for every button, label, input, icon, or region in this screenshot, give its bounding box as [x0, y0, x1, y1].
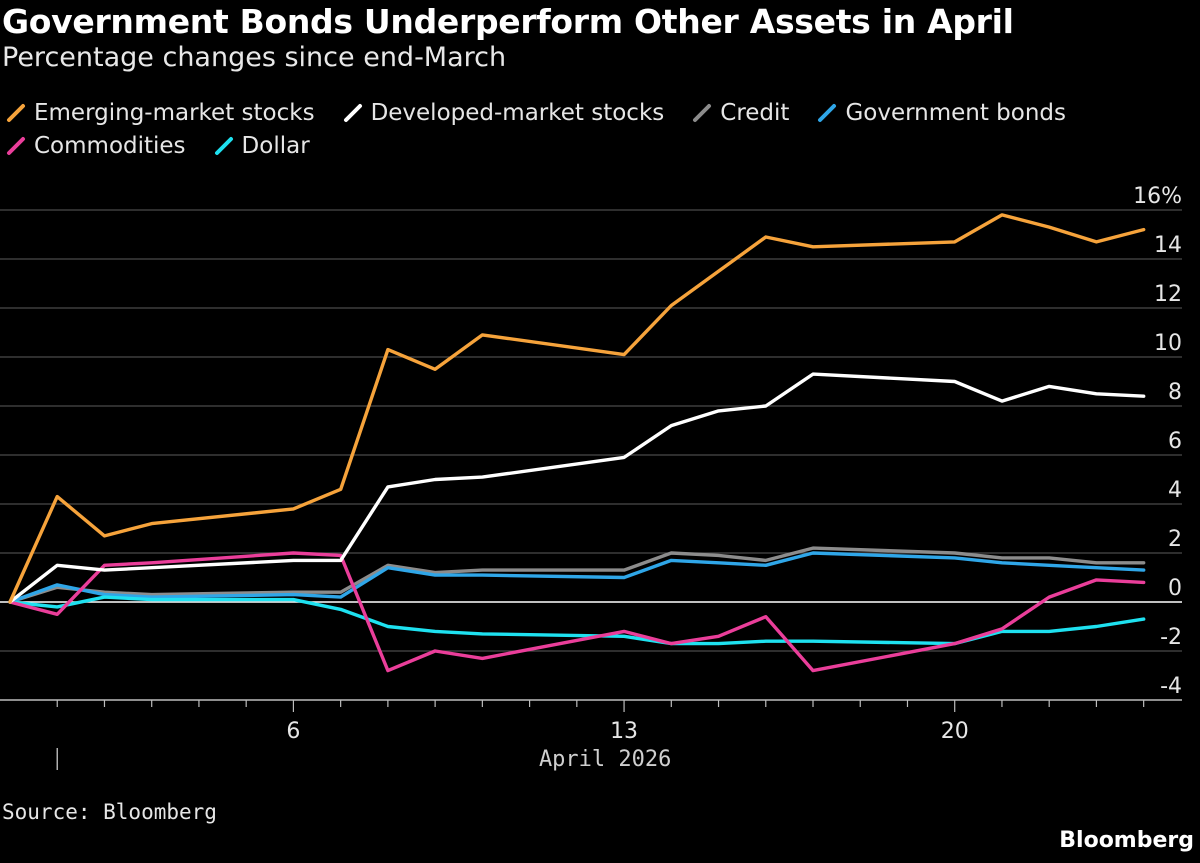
legend-label-developed-market-stocks: Developed-market stocks — [370, 99, 665, 126]
y-axis-labels: -4 -2 0 2 4 6 8 10 12 14 16% — [1133, 184, 1182, 699]
y-tick-label: 0 — [1168, 576, 1182, 601]
x-tick-label: 20 — [941, 719, 969, 744]
bloomberg-logo: Bloomberg — [1059, 828, 1194, 853]
line-chart: 6 13 20 -4 -2 0 2 4 6 8 10 12 14 16% April 2026 — [0, 184, 1182, 772]
legend-swatch-credit — [693, 103, 712, 122]
y-tick-label: 6 — [1168, 429, 1182, 454]
series-line-credit — [8, 546, 1146, 604]
legend-label-credit: Credit — [720, 99, 790, 126]
y-tick-label: 2 — [1168, 527, 1182, 552]
y-tick-label: 10 — [1154, 331, 1182, 356]
series-line-emerging-market-stocks — [8, 213, 1146, 604]
series-line-developed-market-stocks — [8, 372, 1146, 604]
legend-label-government-bonds: Government bonds — [845, 99, 1067, 126]
x-tick-label: 6 — [286, 719, 300, 744]
legend-swatch-government-bonds — [818, 103, 837, 122]
x-axis-title: April 2026 — [539, 747, 671, 772]
source-note: Source: Bloomberg — [2, 800, 217, 824]
legend-row-1: Emerging-market stocks Developed-market … — [6, 96, 1196, 129]
legend-swatch-dollar — [214, 136, 233, 155]
legend-label-commodities: Commodities — [34, 132, 186, 159]
legend-item-dollar: Dollar — [214, 133, 310, 159]
series-lines — [8, 213, 1146, 673]
chart-legend: Emerging-market stocks Developed-market … — [6, 96, 1196, 162]
legend-item-credit: Credit — [692, 100, 789, 126]
legend-label-emerging-market-stocks: Emerging-market stocks — [34, 99, 315, 126]
x-axis: 6 13 20 — [0, 699, 1182, 770]
series-line-commodities — [8, 551, 1146, 673]
x-tick-label: 13 — [610, 719, 638, 744]
legend-label-dollar: Dollar — [241, 132, 310, 159]
chart-title: Government Bonds Underperform Other Asse… — [2, 2, 1014, 41]
legend-item-emerging-market-stocks: Emerging-market stocks — [6, 100, 315, 126]
y-tick-label: -4 — [1160, 674, 1182, 699]
y-tick-label: 12 — [1154, 282, 1182, 307]
series-line-dollar — [8, 595, 1146, 646]
legend-item-developed-market-stocks: Developed-market stocks — [343, 99, 665, 126]
legend-swatch-commodities — [7, 136, 25, 155]
y-tick-label: 16% — [1133, 184, 1182, 209]
legend-swatch-developed-market-stocks — [343, 103, 362, 122]
gridlines — [0, 209, 1182, 652]
legend-item-commodities: Commodities — [6, 133, 186, 159]
legend-row-2: Commodities Dollar — [6, 129, 1196, 162]
y-tick-label: -2 — [1160, 625, 1182, 650]
legend-item-government-bonds: Government bonds — [817, 100, 1066, 126]
legend-swatch-emerging-market-stocks — [7, 103, 25, 122]
y-tick-label: 14 — [1154, 233, 1182, 258]
series-line-government-bonds — [8, 551, 1146, 604]
y-tick-label: 8 — [1168, 380, 1182, 405]
y-tick-label: 4 — [1168, 478, 1182, 503]
chart-subtitle: Percentage changes since end-March — [2, 42, 507, 73]
